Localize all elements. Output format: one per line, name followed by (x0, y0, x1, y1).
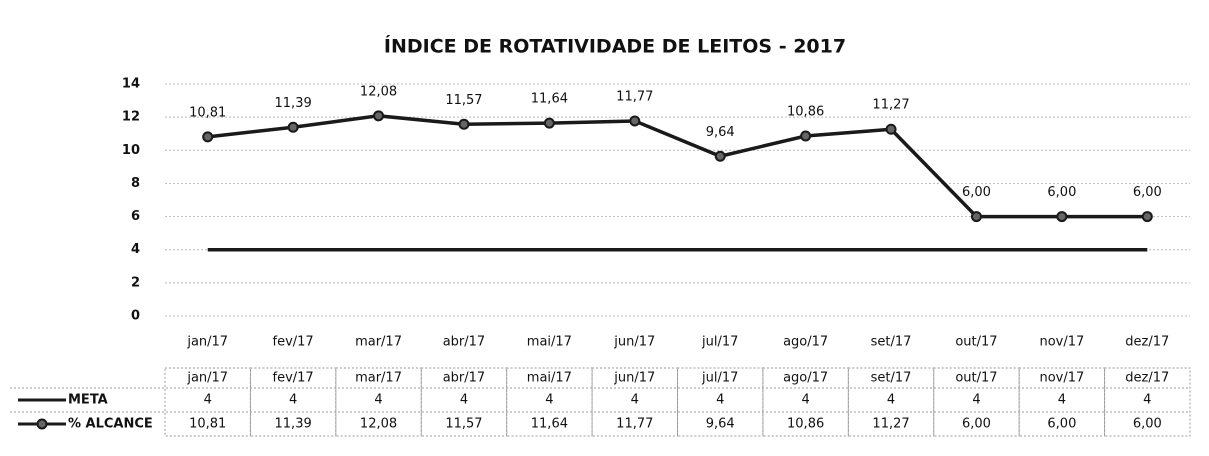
y-tick-label: 2 (131, 275, 140, 290)
chart-title: ÍNDICE DE ROTATIVIDADE DE LEITOS - 2017 (384, 35, 846, 58)
y-tick-label: 10 (122, 143, 140, 158)
table-category: set/17 (871, 371, 912, 386)
data-label: 10,86 (787, 105, 824, 120)
table-category: jan/17 (186, 371, 228, 386)
x-tick-label: nov/17 (1039, 335, 1084, 350)
table-value: 4 (631, 393, 639, 408)
data-label: 9,64 (706, 125, 735, 140)
table-category: fev/17 (273, 371, 314, 386)
x-tick-label: dez/17 (1125, 335, 1169, 350)
data-label: 11,57 (445, 93, 482, 108)
table-value: 4 (1058, 393, 1066, 408)
table-cell (164, 367, 251, 437)
table-category: jul/17 (701, 371, 738, 386)
table-value: 11,64 (531, 417, 568, 432)
point (1141, 211, 1153, 223)
x-tick-label: abr/17 (443, 335, 486, 350)
table-value: 11,27 (872, 417, 909, 432)
table-value: 11,77 (616, 417, 653, 432)
x-tick-label: mar/17 (355, 335, 402, 350)
table-cell (506, 367, 593, 437)
point (373, 110, 385, 122)
table-value: 12,08 (360, 417, 397, 432)
table-value: 4 (204, 393, 212, 408)
data-label: 12,08 (360, 84, 397, 99)
table-value: 10,86 (787, 417, 824, 432)
y-tick-label: 4 (131, 242, 140, 257)
x-tick-label: jul/17 (701, 335, 738, 350)
point (800, 130, 812, 142)
point (629, 115, 641, 127)
legend-marker (36, 418, 48, 430)
series-line (207, 114, 1148, 219)
table-cell (420, 367, 508, 437)
x-tick-label: set/17 (871, 335, 912, 350)
table-value: 9,64 (706, 417, 735, 432)
table-value: 4 (1143, 393, 1151, 408)
x-tick-label: ago/17 (783, 335, 828, 350)
table-category: ago/17 (783, 371, 828, 386)
table-cell (762, 367, 849, 437)
table-value: 4 (545, 393, 553, 408)
table-cell (335, 367, 422, 437)
table-value: 11,39 (275, 417, 312, 432)
table-cell (933, 367, 1020, 437)
point (1056, 211, 1068, 223)
y-tick-label: 0 (131, 309, 140, 324)
table-value: 10,81 (189, 417, 226, 432)
table-category: dez/17 (1125, 371, 1169, 386)
x-tick-label: out/17 (955, 335, 997, 350)
table-value: 4 (972, 393, 980, 408)
table-category: jun/17 (613, 371, 655, 386)
table-value: 4 (374, 393, 382, 408)
y-tick-label: 8 (131, 176, 140, 191)
x-tick-label: jan/17 (186, 335, 228, 350)
table-value: 6,00 (1047, 417, 1076, 432)
table-cell (847, 367, 935, 437)
data-label: 11,77 (616, 89, 653, 104)
data-label: 10,81 (189, 105, 226, 120)
x-tick-label: mai/17 (527, 335, 572, 350)
table-category: abr/17 (443, 371, 486, 386)
table-category: nov/17 (1039, 371, 1084, 386)
table-cell (1104, 367, 1191, 437)
point (543, 117, 555, 129)
x-tick-label: jun/17 (613, 335, 655, 350)
point (885, 123, 897, 135)
y-tick-label: 6 (131, 209, 140, 224)
table-value: 4 (289, 393, 297, 408)
point (202, 131, 214, 143)
data-label: 11,27 (872, 98, 909, 113)
point (714, 150, 726, 162)
table-value: 11,57 (445, 417, 482, 432)
table-cell (591, 367, 678, 437)
data-label: 11,39 (275, 96, 312, 111)
table-cell (249, 367, 337, 437)
x-tick-label: fev/17 (273, 335, 314, 350)
legend-label: META (68, 393, 108, 408)
table-value: 4 (460, 393, 468, 408)
table-value: 4 (801, 393, 809, 408)
point (458, 118, 470, 130)
y-tick-label: 12 (122, 110, 140, 125)
point (287, 121, 299, 133)
legend-label: % ALCANCE (68, 417, 153, 432)
table-cell (677, 367, 764, 437)
table-cell (1018, 367, 1106, 437)
data-label: 6,00 (1133, 185, 1162, 200)
table-value: 6,00 (962, 417, 991, 432)
table-value: 4 (887, 393, 895, 408)
table-category: mar/17 (355, 371, 402, 386)
table-category: out/17 (955, 371, 997, 386)
y-tick-label: 14 (122, 77, 140, 92)
point (970, 211, 982, 223)
data-label: 6,00 (1047, 185, 1076, 200)
data-label: 11,64 (531, 92, 568, 107)
table-category: mai/17 (527, 371, 572, 386)
data-label: 6,00 (962, 185, 991, 200)
table-value: 4 (716, 393, 724, 408)
table-value: 6,00 (1133, 417, 1162, 432)
